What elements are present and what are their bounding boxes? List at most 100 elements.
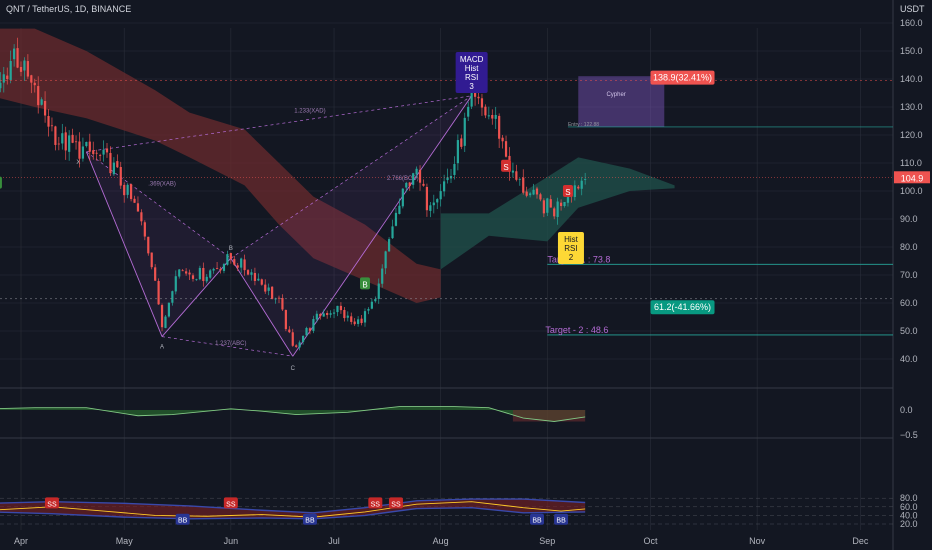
pattern-ratio-label: 1.233(XAD) (294, 109, 325, 115)
pattern-triangle-bcd (230, 95, 472, 357)
candle-body (236, 265, 239, 268)
candle-body (470, 88, 473, 107)
candle-body (167, 302, 171, 317)
candle-body (319, 314, 322, 317)
candle-body (136, 203, 140, 212)
candle-body (491, 114, 494, 119)
candle-body (85, 141, 88, 147)
candle-body (112, 162, 115, 175)
candle-body (374, 299, 377, 302)
candle-body (295, 345, 298, 347)
y-tick-label: 150.0 (900, 46, 923, 56)
candle-body (54, 126, 57, 145)
candle-body (453, 164, 456, 175)
y-tick-label: 110.0 (900, 158, 922, 168)
oscillator-bear-zone (512, 410, 586, 422)
buy-signal (0, 176, 2, 189)
rsi-signal-text: BB (556, 518, 566, 525)
candle-body (23, 60, 26, 71)
pattern-ratio-label: 1.237(ABC) (215, 341, 246, 347)
pattern-leg (292, 95, 473, 357)
candle-body (336, 305, 339, 313)
sell-signal (562, 185, 573, 197)
signal-text: S (503, 163, 508, 172)
candle-body (126, 184, 129, 195)
candle-body (6, 75, 9, 80)
y-tick-label: 70.0 (900, 270, 918, 280)
candle-body (160, 305, 164, 328)
rsi-signal-text: SS (371, 501, 381, 508)
candle-body (405, 182, 408, 188)
candle-body (367, 309, 370, 311)
candle-body (467, 106, 470, 117)
candle-body (129, 184, 133, 200)
candle-body (140, 212, 143, 222)
x-tick-label: Oct (644, 536, 659, 546)
candle-body (401, 188, 404, 207)
sell-signal (501, 159, 512, 172)
chart-title: QNT / TetherUS, 1D, BINANCE (6, 4, 132, 14)
candle-body (116, 161, 119, 168)
candle-body (487, 115, 490, 117)
candle-body (2, 74, 5, 83)
y-tick-label: 90.0 (900, 214, 918, 224)
rsi-sell-signal (368, 497, 383, 509)
rsi-signal-text: SS (391, 501, 401, 508)
hist-rsi-text: RSI (564, 244, 577, 253)
candle-body (267, 287, 270, 291)
candle-body (188, 272, 191, 275)
candle-body (185, 271, 188, 274)
candle-body (226, 254, 229, 265)
candle-body (109, 152, 112, 174)
candle-body (412, 173, 415, 185)
candle-body (525, 191, 528, 196)
candle-body (326, 312, 329, 316)
candle-body (277, 297, 281, 299)
candle-body (298, 342, 301, 348)
candle-body (377, 283, 380, 299)
candle-body (178, 269, 181, 277)
candle-body (360, 318, 363, 324)
candle-body (13, 48, 16, 60)
y-tick-label: 80.0 (900, 242, 918, 252)
candle-body (147, 236, 150, 254)
price-tag-box (650, 300, 715, 315)
candle-body (387, 239, 391, 252)
candle-body (240, 258, 243, 268)
candle-body (370, 301, 373, 309)
y-tick-label: 130.0 (900, 102, 923, 112)
candle-body (74, 141, 78, 143)
rsi-signal-text: BB (532, 518, 542, 525)
rsi-signal-text: BB (178, 518, 188, 525)
pattern-ratio-line (86, 95, 472, 153)
cloud-bearish (0, 28, 441, 303)
pattern-leg (85, 151, 163, 337)
rsi-sell-signal (388, 497, 403, 509)
candle-body (209, 270, 212, 278)
candle-body (264, 284, 267, 292)
candle-body (518, 178, 521, 180)
candle-body (329, 313, 332, 315)
candle-body (181, 270, 184, 272)
hist-rsi-text: 2 (569, 253, 574, 262)
candle-body (260, 279, 263, 285)
candle-body (422, 183, 425, 186)
candle-body (436, 199, 439, 203)
pattern-ratio-line (230, 95, 472, 259)
rsi-tick-label: 80.0 (900, 493, 918, 503)
candle-body (222, 264, 226, 271)
candle-body (312, 319, 315, 331)
candle-body (71, 134, 74, 143)
signal-text: S (565, 188, 570, 197)
candle-body (473, 89, 477, 97)
candle-body (559, 202, 563, 207)
y-tick-label: 40.0 (900, 354, 918, 364)
candle-body (357, 319, 360, 324)
candle-body (432, 202, 435, 206)
pattern-ratio-line (161, 336, 293, 357)
candle-body (573, 185, 576, 197)
osc-tick-label: −0.5 (900, 430, 918, 440)
candle-body (78, 141, 81, 159)
candle-body (456, 140, 459, 164)
